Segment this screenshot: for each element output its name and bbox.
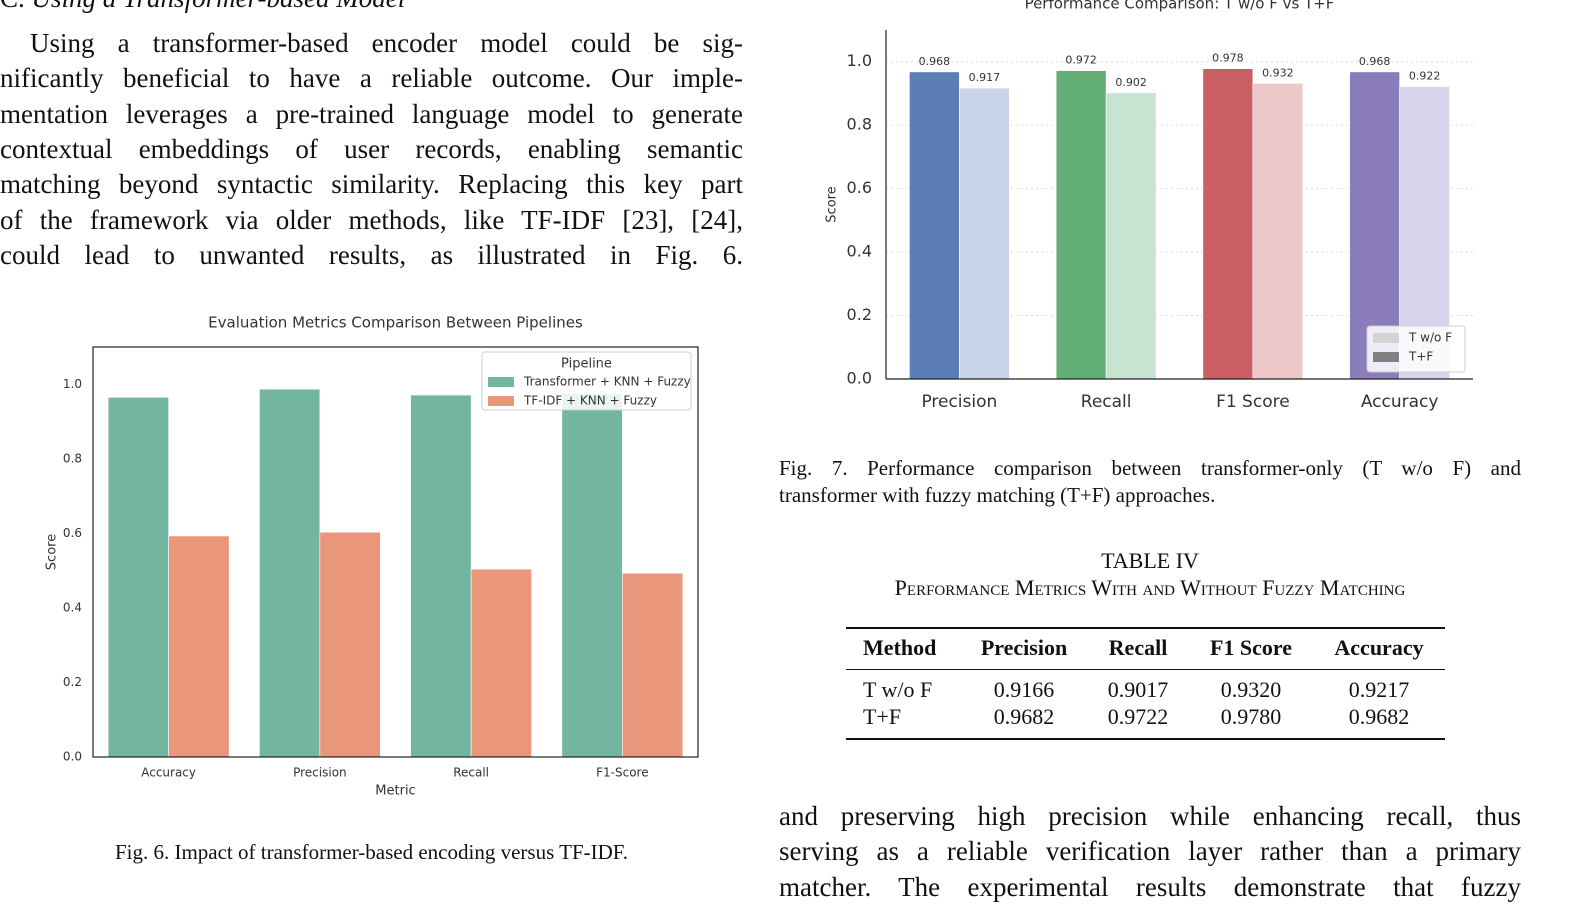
x-tick-label: Precision bbox=[921, 392, 997, 412]
plot-frame bbox=[92, 346, 699, 758]
section-label: C. bbox=[0, 0, 25, 13]
section-title: Using a Transformer-based Model bbox=[32, 0, 406, 13]
text-line: Using a transformer-based encoder model … bbox=[30, 28, 743, 58]
table-cell: 0.9722 bbox=[1107, 704, 1169, 729]
legend-label: T w/o F bbox=[1408, 331, 1452, 345]
value-label: 0.978 bbox=[1212, 52, 1244, 65]
header-cell: Precision bbox=[980, 635, 1068, 660]
header-cell: F1 Score bbox=[1209, 635, 1293, 660]
bar bbox=[1105, 92, 1157, 380]
y-axis-label: Score bbox=[825, 186, 840, 222]
y-tick-label: 0.4 bbox=[847, 242, 872, 261]
x-tick-label: Accuracy bbox=[141, 766, 196, 780]
section-heading: C. Using a Transformer-based Model bbox=[0, 0, 405, 14]
legend-swatch bbox=[1373, 352, 1399, 362]
x-tick-label: F1-Score bbox=[596, 766, 648, 780]
value-label: 0.968 bbox=[919, 55, 951, 68]
bar bbox=[1055, 70, 1107, 380]
bar bbox=[1252, 83, 1304, 380]
y-tick-label: 0.8 bbox=[847, 115, 872, 134]
legend-title: Pipeline bbox=[561, 357, 612, 372]
text-line: nificantly beneficial to have a reliable… bbox=[0, 63, 743, 94]
legend-label: Transformer + KNN + Fuzzy bbox=[523, 375, 691, 389]
header-cell: Recall bbox=[1108, 635, 1168, 660]
bar bbox=[259, 388, 321, 758]
table-cell: 0.9320 bbox=[1220, 677, 1282, 702]
bottom-rule bbox=[846, 738, 1445, 740]
y-tick-label: 0.2 bbox=[63, 675, 82, 689]
bar bbox=[107, 397, 169, 758]
legend-label: T+F bbox=[1408, 350, 1433, 364]
value-label: 0.968 bbox=[1359, 55, 1391, 68]
text-line: mentation leverages a pre-trained langua… bbox=[0, 98, 743, 129]
value-label: 0.917 bbox=[969, 71, 1001, 84]
x-tick-label: F1 Score bbox=[1216, 392, 1290, 412]
legend-swatch bbox=[488, 396, 514, 406]
legend-swatch bbox=[1373, 333, 1399, 343]
value-label: 0.902 bbox=[1115, 76, 1147, 89]
y-tick-label: 0.0 bbox=[847, 369, 872, 388]
legend-swatch bbox=[488, 377, 514, 387]
table-cell: 0.9217 bbox=[1348, 677, 1410, 702]
chart-title: Performance Comparison: T w/o F vs T+F bbox=[1025, 0, 1335, 13]
table-cell: T+F bbox=[863, 704, 902, 729]
bar bbox=[622, 572, 684, 758]
value-label: 0.932 bbox=[1262, 66, 1294, 79]
table-label: TABLE IV bbox=[1101, 548, 1199, 573]
mid-rule bbox=[846, 669, 1445, 670]
y-axis-label: Score bbox=[45, 534, 60, 570]
header-cell: Method bbox=[863, 635, 937, 660]
text-line: of the framework via older methods, like… bbox=[0, 204, 743, 235]
table-cell: 0.9166 bbox=[993, 677, 1055, 702]
fig7-chart: Performance Comparison: T w/o F vs T+F Sc… bbox=[825, 0, 1473, 412]
text-line: and preserving high precision while enha… bbox=[779, 801, 1521, 831]
legend-box bbox=[481, 351, 692, 411]
text-line: serving as a reliable verification layer… bbox=[779, 836, 1521, 867]
bar bbox=[168, 535, 230, 758]
header-cell: Accuracy bbox=[1334, 635, 1424, 660]
y-tick-label: 1.0 bbox=[63, 377, 82, 391]
bar bbox=[561, 393, 623, 758]
caption-line: Fig. 7. Performance comparison between t… bbox=[779, 456, 1521, 480]
table-cell: 0.9017 bbox=[1107, 677, 1169, 702]
y-tick-label: 0.6 bbox=[63, 526, 82, 540]
caption-line: transformer with fuzzy matching (T+F) ap… bbox=[779, 483, 1216, 507]
top-rule bbox=[846, 627, 1445, 629]
y-tick-label: 0.0 bbox=[63, 750, 82, 764]
y-tick-label: 0.6 bbox=[847, 178, 872, 197]
value-label: 0.922 bbox=[1409, 69, 1441, 82]
x-axis-label: Metric bbox=[375, 784, 415, 799]
text-line: matching beyond syntactic similarity. Re… bbox=[0, 169, 743, 200]
fig6-caption: Fig. 6. Impact of transformer-based enco… bbox=[114, 840, 629, 864]
fig6-chart: Evaluation Metrics Comparison Between Pi… bbox=[45, 314, 699, 799]
table-cell: 0.9682 bbox=[993, 704, 1055, 729]
x-tick-label: Precision bbox=[293, 766, 347, 780]
bar bbox=[959, 87, 1010, 380]
text-line: could lead to unwanted results, as illus… bbox=[0, 239, 743, 270]
y-tick-label: 0.8 bbox=[63, 451, 82, 465]
text-line: contextual embeddings of user records, e… bbox=[0, 133, 743, 164]
value-label: 0.972 bbox=[1065, 54, 1097, 67]
chart-title: Evaluation Metrics Comparison Between Pi… bbox=[208, 314, 583, 332]
x-tick-label: Accuracy bbox=[1361, 392, 1439, 412]
table-title: Performance Metrics With and Without Fuz… bbox=[894, 575, 1406, 600]
bar bbox=[410, 394, 472, 758]
bar bbox=[470, 568, 532, 758]
table-cell: 0.9682 bbox=[1348, 704, 1410, 729]
y-tick-label: 0.2 bbox=[847, 305, 872, 324]
legend-label: TF-IDF + KNN + Fuzzy bbox=[523, 394, 657, 408]
y-tick-label: 1.0 bbox=[847, 51, 872, 70]
bar bbox=[1202, 68, 1254, 380]
y-tick-label: 0.4 bbox=[63, 600, 82, 614]
x-tick-label: Recall bbox=[453, 766, 489, 780]
x-tick-label: Recall bbox=[1081, 392, 1132, 412]
text-line: matcher. The experimental results demons… bbox=[779, 871, 1521, 902]
bar bbox=[319, 531, 381, 758]
table-cell: 0.9780 bbox=[1220, 704, 1282, 729]
bar bbox=[909, 71, 960, 380]
table-cell: T w/o F bbox=[863, 677, 933, 702]
